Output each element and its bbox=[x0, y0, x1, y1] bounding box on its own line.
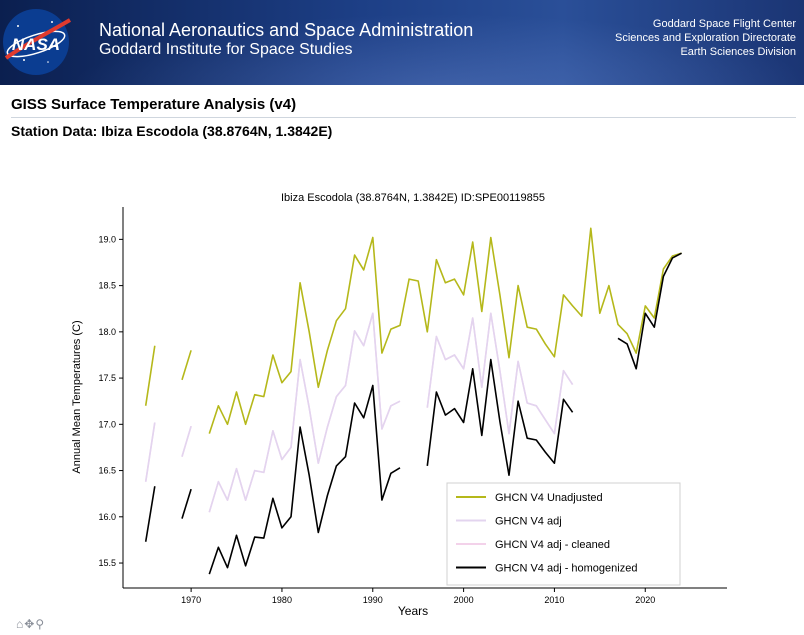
series-line bbox=[208, 227, 682, 434]
series-line bbox=[617, 252, 682, 370]
x-tick-label: 2010 bbox=[544, 595, 564, 605]
series-line bbox=[426, 358, 574, 477]
y-axis-label: Annual Mean Temperatures (C) bbox=[71, 320, 83, 473]
y-tick-label: 18.0 bbox=[98, 327, 116, 337]
y-tick-label: 19.0 bbox=[98, 234, 116, 244]
x-axis-label: Years bbox=[398, 604, 428, 618]
series-line bbox=[208, 312, 401, 513]
series-line bbox=[144, 486, 156, 542]
directorate-line: Sciences and Exploration Directorate bbox=[615, 32, 796, 44]
x-tick-label: 2000 bbox=[454, 595, 474, 605]
page-title: GISS Surface Temperature Analysis (v4) bbox=[11, 96, 297, 113]
x-tick-label: 1990 bbox=[363, 595, 383, 605]
move-icon[interactable]: ✥ bbox=[24, 617, 36, 631]
y-tick-label: 18.5 bbox=[98, 281, 116, 291]
y-tick-label: 16.0 bbox=[98, 512, 116, 522]
division-line: Earth Sciences Division bbox=[680, 46, 796, 58]
nasa-logo-text: NASA bbox=[12, 35, 60, 54]
legend: GHCN V4 Unadjusted GHCN V4 adj GHCN V4 adj… bbox=[446, 482, 681, 586]
institute-name: Goddard Institute for Space Studies bbox=[99, 41, 353, 58]
x-tick-label: 1980 bbox=[272, 595, 292, 605]
series-line bbox=[181, 350, 192, 381]
legend-label: GHCN V4 adj bbox=[495, 516, 562, 528]
series-line bbox=[144, 345, 156, 406]
series-line bbox=[144, 422, 156, 482]
axes: 1970 1980 1990 2000 2010 2020 15.5 16.0 16.5 17.0… bbox=[98, 207, 727, 605]
plot-area bbox=[144, 227, 682, 575]
y-tick-label: 16.5 bbox=[98, 466, 116, 476]
center-line: Goddard Space Flight Center bbox=[652, 18, 796, 30]
zoom-icon[interactable]: ⚲ bbox=[35, 617, 46, 631]
center-info: Goddard Space Flight Center Sciences and… bbox=[615, 17, 796, 59]
home-icon[interactable]: ⌂ bbox=[16, 617, 25, 631]
series-line bbox=[181, 488, 192, 519]
x-tick-label: 2020 bbox=[635, 595, 655, 605]
y-tick-label: 15.5 bbox=[98, 558, 116, 568]
agency-name: National Aeronautics and Space Administr… bbox=[99, 20, 474, 40]
legend-label: GHCN V4 Unadjusted bbox=[495, 492, 603, 504]
nasa-logo[interactable]: NASA bbox=[0, 6, 72, 78]
chart-toolbar[interactable]: ⌂✥⚲ bbox=[16, 617, 45, 631]
station-title: Station Data: Ibiza Escodola (38.8764N, … bbox=[11, 123, 333, 139]
y-tick-label: 17.5 bbox=[98, 373, 116, 383]
title-divider bbox=[11, 117, 796, 118]
series-line bbox=[426, 312, 574, 435]
legend-label: GHCN V4 adj - cleaned bbox=[495, 539, 610, 551]
series-line bbox=[208, 384, 401, 575]
y-tick-label: 17.0 bbox=[98, 419, 116, 429]
series-line bbox=[181, 425, 192, 457]
legend-label: GHCN V4 adj - homogenized bbox=[495, 563, 637, 575]
chart-title: Ibiza Escodola (38.8764N, 1.3842E) ID:SP… bbox=[281, 192, 545, 204]
header-banner: NASA National Aeronautics and Space Admi… bbox=[0, 0, 804, 85]
series-line bbox=[208, 312, 401, 513]
x-tick-label: 1970 bbox=[181, 595, 201, 605]
